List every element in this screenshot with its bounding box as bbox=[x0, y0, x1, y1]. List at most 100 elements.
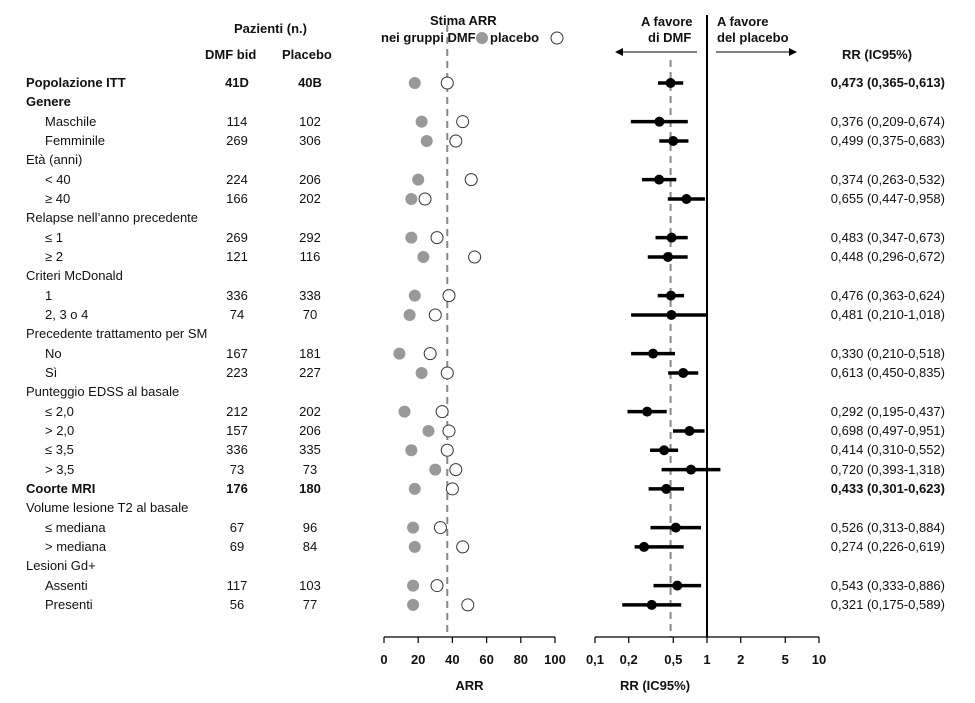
rr-value-text: 0,526 (0,313-0,884) bbox=[830, 519, 945, 535]
rr-value-text: 0,473 (0,365-0,613) bbox=[830, 75, 945, 90]
rr-point bbox=[666, 309, 677, 320]
placebo-count: 181 bbox=[299, 345, 321, 361]
rr-tick-label: 10 bbox=[812, 652, 826, 667]
rr-value-text: 0,448 (0,296-0,672) bbox=[830, 248, 945, 264]
placebo-count: 227 bbox=[299, 364, 321, 380]
rr-point bbox=[672, 580, 683, 591]
row-label: ≤ 2,0 bbox=[45, 403, 74, 419]
placebo-arr-point bbox=[440, 76, 454, 90]
rr-point bbox=[646, 599, 657, 610]
rr-point bbox=[678, 367, 689, 378]
placebo-count: 102 bbox=[299, 113, 321, 129]
rr-value-text: 0,698 (0,497-0,951) bbox=[830, 422, 945, 438]
placebo-arr-point bbox=[464, 173, 478, 187]
rr-value-text: 0,433 (0,301-0,623) bbox=[830, 480, 945, 496]
rr-point bbox=[661, 483, 672, 494]
rr-point bbox=[654, 174, 665, 185]
row-label: ≥ 2 bbox=[45, 248, 63, 264]
arr-title: Stima ARR bbox=[430, 13, 497, 28]
placebo-arr-point bbox=[449, 134, 463, 148]
dmf-count: 212 bbox=[226, 403, 248, 419]
dmf-count: 69 bbox=[229, 538, 245, 554]
dmf-arr-point bbox=[422, 424, 435, 437]
rr-point bbox=[659, 445, 670, 456]
row-label: Presenti bbox=[45, 596, 93, 612]
dmf-count: 176 bbox=[226, 480, 248, 496]
placebo-count: 306 bbox=[299, 132, 321, 148]
rr-point bbox=[662, 251, 673, 262]
dmf-arr-point bbox=[408, 77, 421, 89]
placebo-arr-point bbox=[418, 192, 432, 206]
dmf-arr-point bbox=[403, 308, 416, 321]
placebo-arr-point bbox=[445, 482, 459, 496]
dmf-arr-point bbox=[407, 579, 420, 592]
row-label: Genere bbox=[26, 94, 71, 110]
placebo-arr-point bbox=[456, 115, 470, 129]
dmf-count: 167 bbox=[226, 345, 248, 361]
rr-tick-label: 0,2 bbox=[620, 652, 638, 667]
row-label: Volume lesione T2 al basale bbox=[26, 500, 189, 516]
rr-value-text: 0,376 (0,209-0,674) bbox=[830, 113, 945, 129]
rr-point bbox=[639, 541, 650, 552]
arr-tick-label: 100 bbox=[544, 652, 566, 667]
row-label: 1 bbox=[45, 287, 53, 303]
row-label: ≤ 1 bbox=[45, 229, 63, 245]
legend-dmf-marker bbox=[476, 32, 488, 44]
rr-value-text: 0,655 (0,447-0,958) bbox=[830, 190, 945, 206]
row-label: Popolazione ITT bbox=[26, 75, 126, 90]
arr-tick-label: 60 bbox=[479, 652, 493, 667]
dmf-arr-point bbox=[405, 231, 418, 244]
dmf-arr-point bbox=[415, 366, 428, 379]
rr-value-text: 0,330 (0,210-0,518) bbox=[830, 345, 945, 361]
placebo-arr-point bbox=[442, 289, 456, 303]
rr-value-text: 0,613 (0,450-0,835) bbox=[830, 364, 945, 380]
row-label: Relapse nell’anno precedente bbox=[26, 210, 199, 226]
arr-tick-label: 0 bbox=[380, 652, 387, 667]
placebo-count: 202 bbox=[299, 403, 321, 419]
placebo-arr-point bbox=[449, 463, 463, 477]
row-label: Punteggio EDSS al basale bbox=[26, 384, 180, 400]
row-label: Età (anni) bbox=[26, 152, 83, 168]
dmf-count: 157 bbox=[226, 422, 248, 438]
dmf-count: 41D bbox=[225, 75, 249, 90]
placebo-count: 103 bbox=[299, 577, 321, 593]
favor-dmf-arrowhead bbox=[615, 48, 623, 56]
placebo-arr-point bbox=[456, 540, 470, 554]
rr-value-text: 0,274 (0,226-0,619) bbox=[830, 538, 945, 554]
rr-tick-label: 0,5 bbox=[664, 652, 682, 667]
dmf-count: 269 bbox=[226, 132, 248, 148]
rr-point bbox=[665, 290, 676, 301]
rr-tick-label: 2 bbox=[737, 652, 744, 667]
rr-column-header: RR (IC95%) bbox=[842, 47, 913, 62]
placebo-count: 40B bbox=[298, 75, 322, 90]
rr-point bbox=[684, 425, 695, 436]
placebo-arr-point bbox=[440, 366, 454, 380]
arr-tick-label: 20 bbox=[411, 652, 425, 667]
dmf-count: 74 bbox=[229, 306, 245, 322]
row-label: Lesioni Gd+ bbox=[26, 558, 96, 574]
placebo-count: 292 bbox=[299, 229, 321, 245]
dmf-count: 269 bbox=[226, 229, 248, 245]
rr-point bbox=[681, 193, 692, 204]
row-label: Precedente trattamento per SM bbox=[26, 326, 208, 342]
row-label: Criteri McDonald bbox=[26, 268, 123, 284]
dmf-arr-point bbox=[408, 482, 421, 495]
row-label: ≤ 3,5 bbox=[45, 442, 74, 458]
placebo-count: 180 bbox=[299, 480, 321, 496]
rr-point bbox=[648, 348, 659, 359]
dmf-count: 224 bbox=[226, 171, 248, 187]
row-label: < 40 bbox=[45, 171, 71, 187]
dmf-arr-point bbox=[393, 347, 406, 360]
dmf-arr-point bbox=[415, 115, 428, 128]
rr-axis-title: RR (IC95%) bbox=[620, 678, 690, 693]
favor-placebo-arrowhead bbox=[789, 48, 797, 56]
rr-point bbox=[686, 464, 697, 475]
row-label: > mediana bbox=[45, 538, 107, 554]
dmf-arr-point bbox=[408, 289, 421, 302]
legend-placebo-marker bbox=[550, 31, 564, 45]
rr-value-text: 0,720 (0,393-1,318) bbox=[830, 461, 945, 477]
placebo-count: 206 bbox=[299, 171, 321, 187]
dmf-arr-point bbox=[398, 405, 411, 418]
placebo-count: 77 bbox=[302, 596, 318, 612]
